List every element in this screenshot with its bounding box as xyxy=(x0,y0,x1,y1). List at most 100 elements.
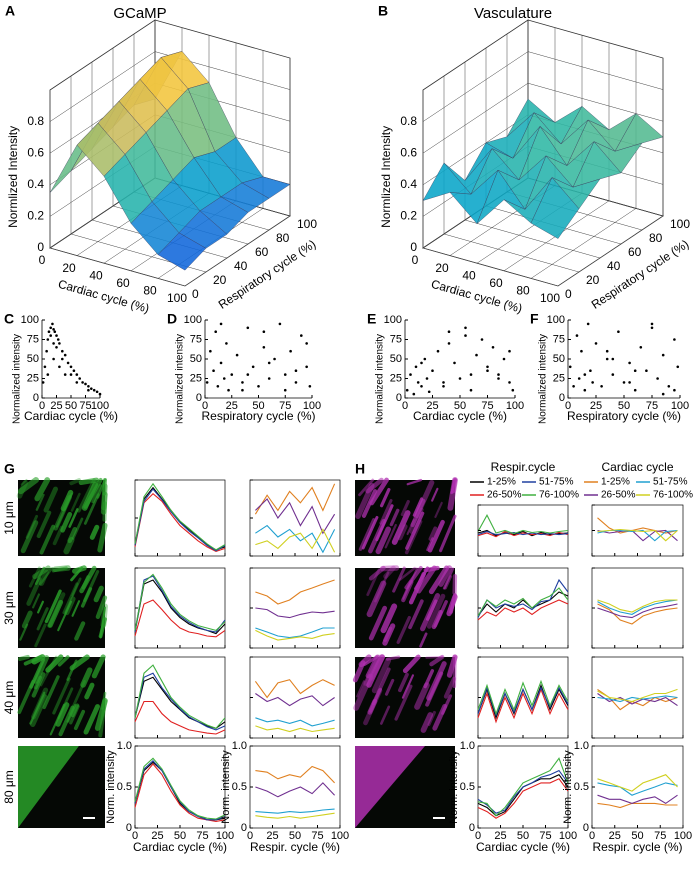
y-tick-label: 0 xyxy=(33,392,39,404)
x-tick-label: 75 xyxy=(279,400,291,412)
line xyxy=(477,778,569,819)
texture-streak xyxy=(396,615,411,644)
texture-streak xyxy=(20,520,39,554)
point xyxy=(447,342,451,345)
line xyxy=(255,629,335,641)
x-axis-label: Cardiac cycle (%) xyxy=(413,409,507,423)
x-tick-label: 80 xyxy=(516,284,530,298)
point xyxy=(667,385,671,388)
texture-streak xyxy=(52,677,71,715)
panel-letter: C xyxy=(4,311,14,327)
point xyxy=(628,381,631,384)
texture-streak xyxy=(37,600,44,614)
y-tick-label: 20 xyxy=(213,273,227,287)
y-axis-label: Normalized intensity xyxy=(175,334,186,424)
texture-streak xyxy=(77,478,96,513)
x-tick-label: 0 xyxy=(402,400,408,412)
x-tick-label: 40 xyxy=(462,268,476,282)
y-tick-label: 80 xyxy=(276,231,290,245)
x-axis-label: Respiratory cycle (%) xyxy=(201,409,315,423)
point xyxy=(69,365,73,369)
texture-streak xyxy=(431,487,439,502)
point xyxy=(81,381,84,384)
point xyxy=(650,326,654,330)
texture-streak xyxy=(361,515,379,550)
x-tick-label: 0 xyxy=(412,253,419,267)
texture-streak xyxy=(404,566,423,590)
texture-streak xyxy=(55,702,70,727)
y-tick-label: 1.0 xyxy=(117,740,132,752)
texture-streak xyxy=(366,654,385,688)
x-tick-label: 100 xyxy=(671,400,689,412)
point xyxy=(84,382,87,386)
texture-streak xyxy=(17,679,35,715)
texture-streak xyxy=(38,569,49,586)
point xyxy=(591,381,594,384)
line xyxy=(134,763,226,822)
point xyxy=(508,349,511,353)
line xyxy=(477,530,569,538)
texture-streak xyxy=(70,566,84,582)
texture-streak xyxy=(71,577,82,597)
point xyxy=(92,388,96,392)
y-tick-label: 75 xyxy=(390,333,402,345)
point xyxy=(87,385,90,388)
z-axis-label: Normlized Intensity xyxy=(6,126,20,228)
point xyxy=(49,334,52,337)
texture-streak xyxy=(62,582,79,615)
texture-streak xyxy=(89,524,100,540)
point xyxy=(46,373,50,376)
z-tick-label: 0.4 xyxy=(400,177,417,191)
line xyxy=(255,693,335,707)
texture-streak xyxy=(405,511,425,550)
texture-streak xyxy=(425,671,444,707)
y-tick-label: 100 xyxy=(297,217,317,231)
point xyxy=(246,326,250,330)
y-tick-label: 0 xyxy=(565,287,572,301)
x-axis-label: Cardiac cycle (%) xyxy=(133,840,227,854)
texture-streak xyxy=(98,699,107,738)
line xyxy=(477,687,569,724)
x-tick-label: 100 xyxy=(216,830,234,842)
texture-streak xyxy=(406,478,423,486)
legend-title: Cardiac cycle xyxy=(601,460,673,474)
texture-streak xyxy=(29,691,46,725)
point xyxy=(502,357,506,361)
texture-streak xyxy=(42,675,60,710)
texture-streak xyxy=(409,507,424,534)
line xyxy=(597,693,678,707)
grid-line xyxy=(49,90,186,287)
x-tick-label: 20 xyxy=(435,261,449,275)
point xyxy=(63,373,67,376)
point xyxy=(412,392,416,396)
point xyxy=(58,342,61,345)
texture-streak xyxy=(416,565,437,594)
point xyxy=(257,385,260,388)
point xyxy=(72,369,76,373)
panel-frame xyxy=(134,745,226,829)
texture-streak xyxy=(93,585,104,603)
point xyxy=(420,361,423,365)
z-tick-label: 0.6 xyxy=(400,145,417,159)
legend-label: 76-100% xyxy=(653,490,693,501)
panel-frame xyxy=(249,656,341,739)
point xyxy=(78,377,81,380)
x-tick-label: 40 xyxy=(89,268,103,282)
texture-streak xyxy=(31,687,49,720)
y-tick-label: 0 xyxy=(196,392,202,404)
y-axis-label: Norm. intensity xyxy=(220,750,232,824)
texture-streak xyxy=(428,526,438,541)
texture-streak xyxy=(402,654,421,674)
point xyxy=(423,357,427,361)
point xyxy=(52,357,55,361)
panel-frame xyxy=(591,656,684,739)
x-tick-label: 75 xyxy=(481,400,493,412)
texture-streak xyxy=(35,493,45,511)
line xyxy=(134,482,226,551)
point xyxy=(51,322,54,326)
texture-streak xyxy=(32,593,41,609)
z-tick-label: 0.2 xyxy=(27,209,44,223)
point xyxy=(225,342,228,345)
z-tick-label: 0 xyxy=(37,240,44,254)
texture-region xyxy=(18,746,79,828)
